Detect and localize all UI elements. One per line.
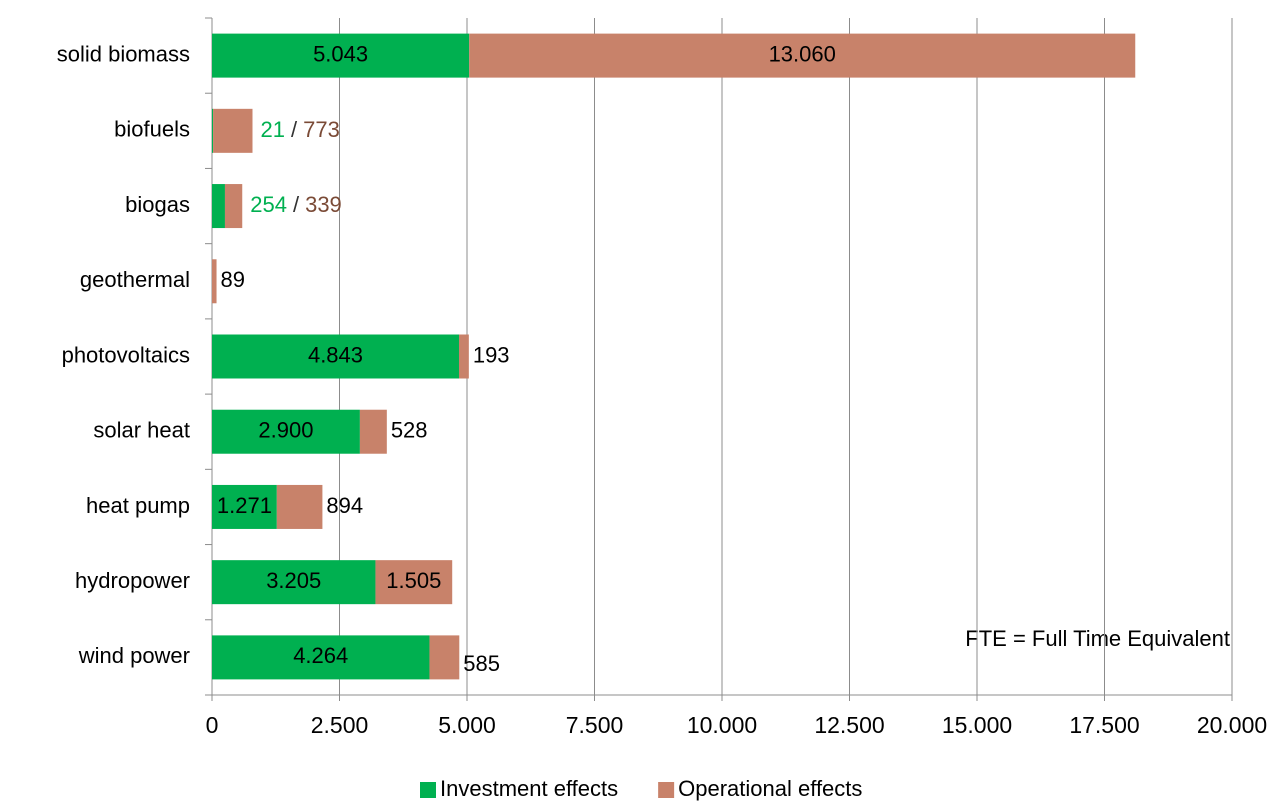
- bar-segment: [276, 484, 323, 529]
- data-label: 773: [303, 117, 340, 142]
- legend-label: Investment effects: [440, 776, 618, 801]
- x-tick-label: 0: [206, 712, 219, 738]
- legend-label: Operational effects: [678, 776, 862, 801]
- bar-segment: [375, 560, 453, 605]
- y-tick-label: solar heat: [93, 418, 190, 443]
- bar-segment: [212, 259, 217, 304]
- y-tick-label: hydropower: [75, 568, 190, 593]
- y-tick-label: heat pump: [86, 493, 190, 518]
- bar-segment: [212, 635, 430, 680]
- y-tick-label: photovoltaics: [62, 342, 190, 367]
- bar-segment: [212, 560, 376, 605]
- data-label: 5.043: [313, 41, 368, 66]
- x-tick-label: 12.500: [814, 712, 884, 738]
- data-label: 1.271: [217, 493, 272, 518]
- bar-segment: [212, 409, 360, 454]
- bar-segment: [458, 334, 469, 379]
- bar-segment: [212, 334, 459, 379]
- y-tick-label: solid biomass: [57, 41, 190, 66]
- data-label: 21 /773: [260, 117, 339, 142]
- legend-swatch: [420, 782, 436, 798]
- bar-segment: [359, 409, 387, 454]
- data-label: 4.264: [293, 643, 348, 668]
- bar-segment: [213, 108, 253, 153]
- data-label: 21: [260, 117, 284, 142]
- data-label: 254: [250, 192, 287, 217]
- data-label: 528: [391, 418, 428, 443]
- separator: /: [293, 192, 300, 217]
- x-tick-label: 10.000: [687, 712, 757, 738]
- x-tick-label: 7.500: [566, 712, 624, 738]
- data-label: 193: [473, 342, 510, 367]
- data-label: 3.205: [266, 568, 321, 593]
- bar-segment: [469, 33, 1136, 78]
- data-label: 894: [326, 493, 363, 518]
- data-label: 4.843: [308, 342, 363, 367]
- y-tick-label: geothermal: [80, 267, 190, 292]
- x-tick-label: 15.000: [942, 712, 1012, 738]
- data-label: 2.900: [258, 418, 313, 443]
- bar-segment: [212, 33, 470, 78]
- annotation: FTE = Full Time Equivalent: [965, 626, 1230, 651]
- y-tick-label: biofuels: [114, 117, 190, 142]
- y-tick-label: biogas: [125, 192, 190, 217]
- data-label: 254/339: [250, 192, 342, 217]
- bar-segment: [212, 108, 214, 153]
- bar-segment: [212, 484, 277, 529]
- x-tick-label: 2.500: [311, 712, 369, 738]
- x-tick-label: 17.500: [1069, 712, 1139, 738]
- separator: /: [291, 117, 298, 142]
- legend-swatch: [658, 782, 675, 798]
- bar-segment: [212, 184, 225, 229]
- data-label: 339: [305, 192, 342, 217]
- data-label: 1.505: [386, 568, 441, 593]
- bar-segment: [429, 635, 460, 680]
- data-label: 89: [221, 267, 245, 292]
- x-tick-label: 5.000: [438, 712, 496, 738]
- y-tick-label: wind power: [78, 643, 190, 668]
- data-label: 585: [463, 651, 500, 676]
- bar-segment: [224, 184, 243, 229]
- x-tick-label: 20.000: [1197, 712, 1267, 738]
- data-label: 13.060: [769, 41, 836, 66]
